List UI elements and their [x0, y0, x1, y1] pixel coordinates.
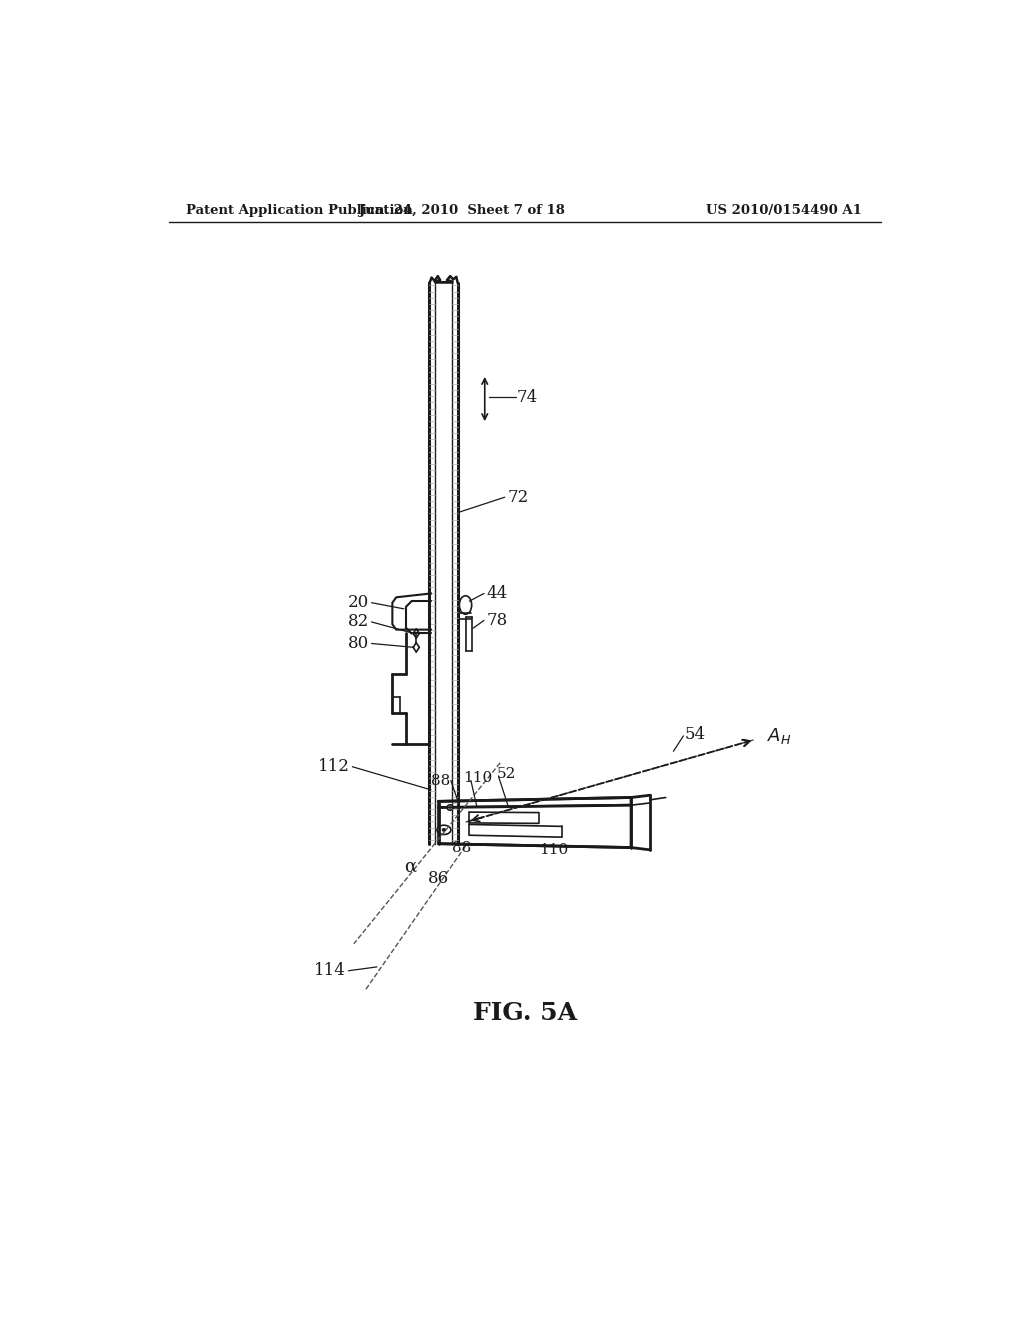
Text: 82: 82	[348, 614, 370, 631]
Text: Patent Application Publication: Patent Application Publication	[186, 205, 413, 218]
Text: 52: 52	[497, 767, 516, 781]
Text: 44: 44	[486, 585, 508, 602]
Text: 72: 72	[508, 488, 529, 506]
Text: 88: 88	[431, 774, 451, 788]
Text: 20: 20	[348, 594, 370, 611]
Text: 112: 112	[318, 758, 350, 775]
Ellipse shape	[449, 807, 452, 809]
Text: 54: 54	[685, 726, 707, 743]
Ellipse shape	[437, 825, 451, 834]
Text: 78: 78	[486, 612, 508, 628]
Text: 88: 88	[452, 841, 471, 854]
Text: US 2010/0154490 A1: US 2010/0154490 A1	[707, 205, 862, 218]
Ellipse shape	[442, 829, 445, 832]
Text: 80: 80	[348, 635, 370, 652]
Text: 110: 110	[463, 771, 493, 785]
Text: Jun. 24, 2010  Sheet 7 of 18: Jun. 24, 2010 Sheet 7 of 18	[358, 205, 564, 218]
Text: 110: 110	[539, 843, 568, 857]
Text: $A_H$: $A_H$	[767, 726, 791, 746]
Text: FIG. 5A: FIG. 5A	[473, 1001, 577, 1026]
Text: α: α	[404, 858, 416, 875]
Polygon shape	[438, 797, 631, 808]
Ellipse shape	[447, 805, 454, 810]
Text: 74: 74	[517, 388, 539, 405]
Polygon shape	[438, 805, 631, 847]
Text: 114: 114	[314, 962, 346, 979]
Text: 86: 86	[428, 870, 450, 887]
Ellipse shape	[460, 595, 472, 614]
